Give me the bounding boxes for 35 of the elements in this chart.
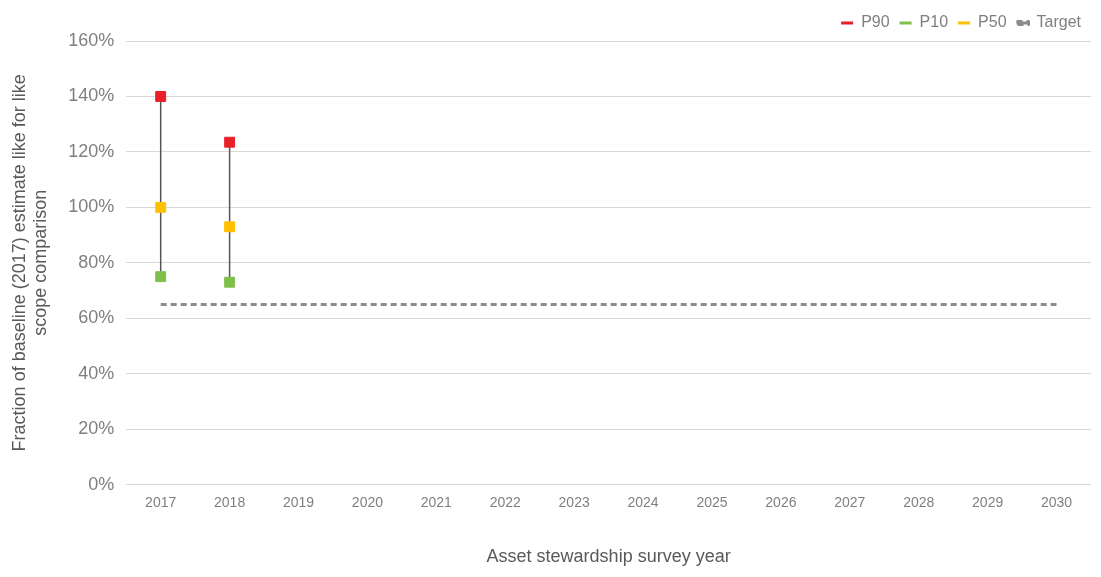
x-tick-label: 2021 <box>420 493 453 510</box>
x-tick-label: 2019 <box>282 493 315 510</box>
x-tick-label: 2020 <box>351 493 384 510</box>
y-tick-label: 40% <box>78 362 115 383</box>
y-tick-label: 20% <box>78 418 115 439</box>
point <box>155 271 167 283</box>
point <box>224 276 236 288</box>
x-tick-label: 2026 <box>765 493 797 510</box>
point <box>155 91 167 102</box>
legend-label: P50 <box>978 13 1007 31</box>
x-tick-label: 2025 <box>696 493 728 510</box>
x-axis-title: Asset stewardship survey year <box>486 546 731 567</box>
y-tick-label: 100% <box>68 196 115 217</box>
point <box>155 201 167 213</box>
legend-label: P90 <box>861 13 890 31</box>
point <box>224 136 236 148</box>
y-tick-label: 160% <box>68 29 115 50</box>
point <box>224 221 236 233</box>
x-tick-label: 2017 <box>145 493 177 510</box>
x-tick-label: 2023 <box>558 493 590 510</box>
legend-label: Target <box>1036 13 1082 31</box>
x-tick-label: 2028 <box>903 493 935 510</box>
y-tick-label: 80% <box>78 251 115 272</box>
x-tick-label: 2024 <box>627 493 659 510</box>
x-tick-label: 2027 <box>834 493 866 510</box>
x-tick-label: 2029 <box>972 493 1004 510</box>
x-tick-label: 2022 <box>489 493 522 510</box>
legend-label: P10 <box>919 13 949 31</box>
y-tick-label: 0% <box>88 473 115 494</box>
y-tick-label: 140% <box>68 85 115 106</box>
x-tick-label: 2018 <box>214 493 246 510</box>
y-axis-title: Fraction of baseline (2017) estimate like for like scope comparison <box>8 74 51 452</box>
y-tick-label: 120% <box>68 140 115 161</box>
y-tick-label: 60% <box>78 307 115 328</box>
x-tick-label: 2030 <box>1040 493 1073 510</box>
